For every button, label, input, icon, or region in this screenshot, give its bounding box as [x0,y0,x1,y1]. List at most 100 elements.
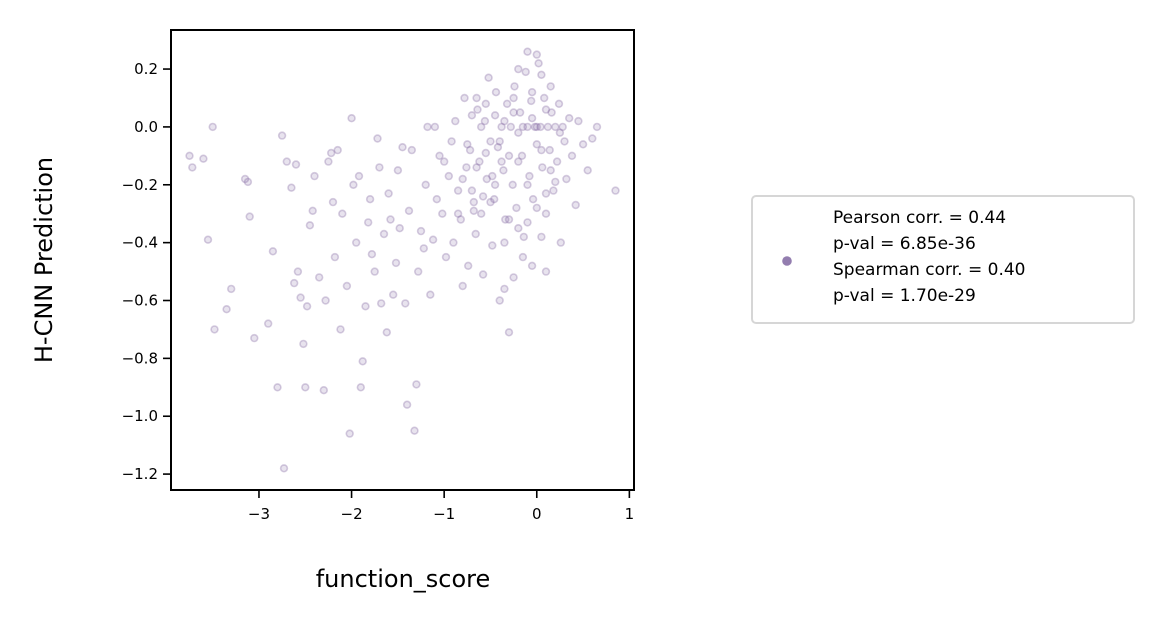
data-point [504,151,514,161]
data-point [515,108,525,117]
y-axis: 0.2 0.0 −0.2 −0.4 −0.6 −0.8 −1.0 −1.2 [122,60,171,483]
data-point [546,82,555,91]
data-point [416,226,426,236]
data-point [526,96,536,106]
data-point [203,235,213,244]
data-point [463,140,472,149]
data-point [500,284,509,294]
data-point [373,134,382,143]
y-tick-label: −0.8 [122,349,158,367]
data-point [521,67,530,77]
data-point [509,108,518,117]
data-point [245,212,254,221]
data-point [287,183,296,192]
data-point [185,151,194,161]
y-tick-label: −0.2 [122,176,158,194]
data-point [451,116,460,126]
data-point [438,209,447,218]
data-point [532,140,541,149]
data-point [486,137,495,146]
data-point [490,180,500,190]
data-point [464,261,473,270]
data-point [291,160,301,169]
data-point [560,137,569,146]
data-point [527,87,537,97]
data-point [611,186,620,195]
data-point [432,195,441,204]
data-point [273,383,282,392]
data-point [243,177,253,187]
data-point [501,215,510,224]
data-point [509,93,518,103]
data-point [551,122,560,132]
data-point [444,171,453,181]
x-tick-label: −1 [433,505,455,523]
data-point [361,302,370,311]
data-point [321,296,330,305]
data-point [541,189,551,198]
data-point [279,464,289,473]
data-point [558,122,567,132]
data-point [428,235,438,244]
data-point [208,122,217,132]
data-point [354,171,364,181]
data-point [342,281,352,291]
data-point [345,429,354,438]
data-point [199,154,208,163]
x-axis-title: function_score [316,565,491,593]
y-axis-title: H-CNN Prediction [30,157,58,363]
data-point [556,238,565,247]
data-point [412,380,421,389]
data-point [458,281,467,291]
data-point [469,197,478,207]
data-point [440,157,449,166]
data-point [554,99,564,109]
data-point [473,105,482,114]
data-point [523,47,532,56]
data-point [495,296,504,305]
data-point [500,116,509,126]
data-point [315,273,324,282]
data-point [519,232,528,242]
data-point [299,339,308,349]
legend-box [751,195,1135,324]
data-point [449,238,458,247]
data-point [523,180,532,190]
data-point [460,93,469,103]
data-point [490,111,500,120]
data-point [305,221,315,230]
data-point [282,157,291,166]
data-point [504,328,514,337]
data-point [277,131,287,140]
data-point [419,244,428,253]
data-point [414,267,423,276]
data-point [328,197,338,207]
data-point [571,200,580,210]
data-point [456,215,465,224]
data-point [537,232,546,242]
data-point [472,163,481,172]
y-tick-label: −1.0 [122,407,158,425]
data-point [482,174,491,184]
data-point [481,148,490,158]
data-point [493,143,503,152]
data-point [453,209,463,218]
data-point [391,258,401,268]
data-point [395,224,404,233]
data-point [518,122,528,132]
data-point [302,302,312,311]
data-point [523,218,532,227]
data-point [551,177,560,187]
data-point [210,325,219,334]
data-point [467,186,477,195]
data-point [527,261,537,270]
data-point [530,122,540,132]
data-point [453,186,463,195]
data-point [510,82,519,91]
data-point [240,174,250,184]
data-point [222,305,231,314]
data-point [358,357,367,366]
y-tick-label: 0.0 [134,118,158,136]
data-point [504,215,514,224]
